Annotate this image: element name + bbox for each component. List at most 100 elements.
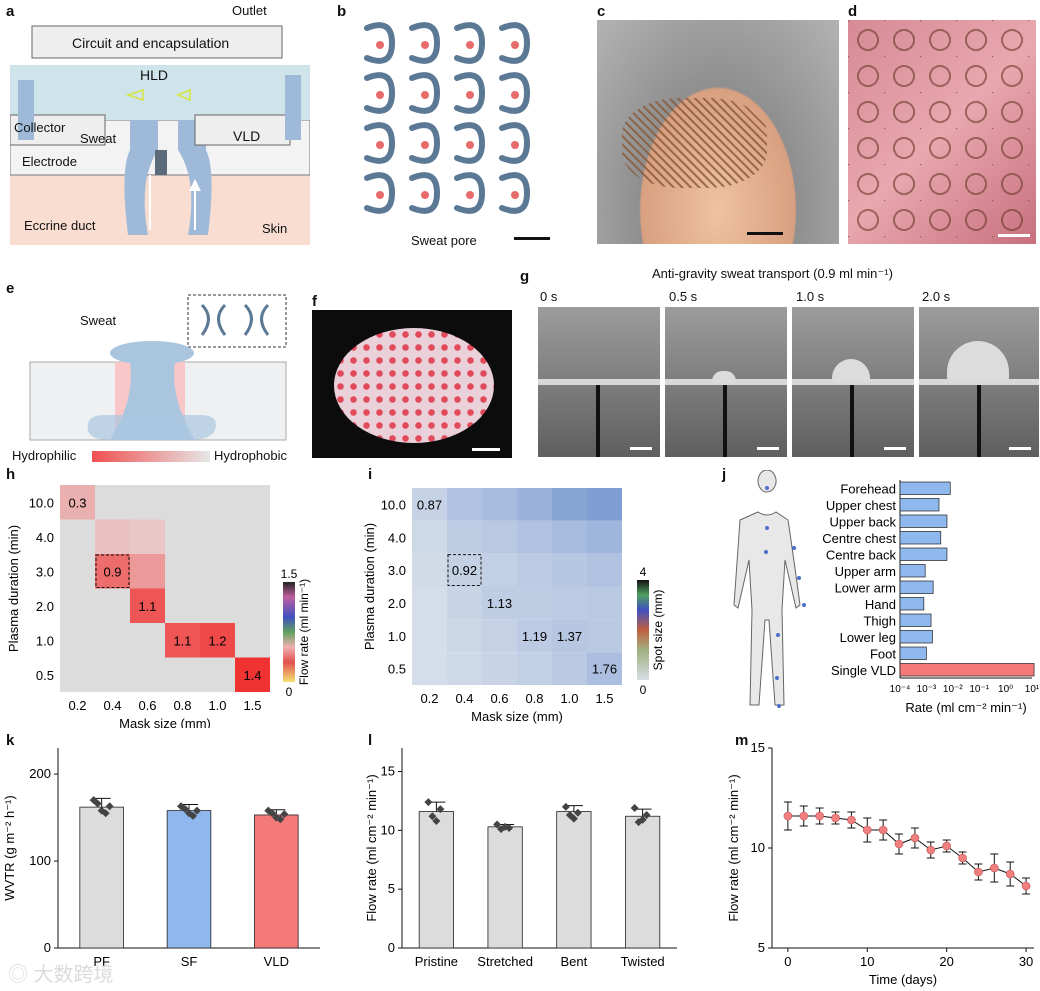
g-time-2: 1.0 s [796,289,825,304]
serpentine-traces [364,22,531,214]
chart-l-flow-rate-bars: 0 5 10 15 Pristine Stretched Bent Twisted Flow r… [364,748,677,969]
data-point [432,816,441,825]
x-tick-label: SF [181,954,198,969]
x-tick-label: 0.4 [455,691,473,706]
y-tick-label: 10 [381,822,395,837]
bar [899,498,940,512]
data-point [276,815,285,824]
panel-label-l: l [368,732,373,749]
data-point [894,839,904,849]
cell-label: 1.1 [138,599,156,614]
hld-layer [10,65,310,120]
heatmap-cell [482,586,517,620]
data-point [862,825,872,835]
y-tick-label: 0 [44,940,51,955]
data-point [958,853,967,863]
heatmap-cell [482,488,517,521]
heatmap-cell [447,553,482,587]
collector-channel [18,80,34,140]
heatmap-cell [130,519,165,554]
colorbar-min: 0 [286,685,293,699]
bar [418,811,454,949]
x-tick-label: Twisted [621,954,665,969]
x-tick-label: PF [93,954,110,969]
heatmap-cell [412,652,447,685]
y-tick-label: 1.0 [36,633,54,648]
data-point [264,806,273,815]
cell-label: 1.76 [592,662,617,677]
x-tick-label: 0.6 [490,691,508,706]
y-tick-label: 2.0 [36,599,54,614]
data-point [493,820,502,829]
bar [899,531,942,545]
cell-label: 1.4 [243,668,261,683]
heatmap-cell [517,619,552,653]
x-tick-label: 10⁻¹ [969,684,989,695]
category-label: Lower leg [840,630,896,645]
data-point [497,825,506,834]
droplet-medium [832,359,870,383]
data-point [93,799,102,808]
cell-label: 0.9 [103,564,121,579]
colorbar [283,582,295,682]
bar [899,580,934,594]
data-point [569,814,578,823]
heatmap-cell [587,652,622,685]
x-axis-label: Mask size (mm) [119,716,211,728]
wettability-schematic [29,294,287,441]
skin-layer [10,175,310,245]
bar [487,826,523,949]
data-point [505,824,514,832]
data-point [783,811,793,821]
cell-label: 1.2 [208,633,226,648]
panel-label-c: c [597,3,606,20]
chart-i-spot-size-heatmap: 0.87 0.92 1.13 1.19 1.37 1.76 0.2 0.4 0.6 0.8 1.0 1… [362,488,665,724]
y-axis-label: WVTR (g m⁻² h⁻¹) [2,795,17,900]
colorbar [637,580,649,680]
data-point [638,815,647,824]
circuit-block [31,25,283,59]
fingertip-photo [597,20,839,244]
data-point [185,809,193,818]
data-point [642,811,651,820]
heatmap-cell [412,586,447,620]
y-axis-label: Flow rate (ml cm⁻² min⁻¹) [364,774,379,921]
x-tick-label: 10⁻⁴ [890,684,911,695]
g-frame-2 [792,307,914,457]
x-axis-label: Mask size (mm) [471,709,563,724]
heatmap-cell [517,488,552,521]
x-tick-label: 10 [860,954,874,969]
data-point [436,805,445,814]
data-point [101,809,110,818]
heatmap-cell [447,652,482,685]
heatmap-cell [552,586,587,620]
cell-label: 1.13 [487,596,512,611]
body-site-dot [797,576,801,580]
colorbar-label: Spot size (mm) [651,590,665,671]
bar [899,613,932,627]
data-point [815,811,824,821]
data-point [878,825,888,835]
y-axis-label: Flow rate (ml cm⁻² min⁻¹) [726,774,741,921]
panel-label-g: g [520,268,530,285]
bar [899,564,926,578]
heatmap-cell [517,553,552,587]
panel-label-k: k [6,732,15,749]
y-tick-label: 1.0 [388,629,406,644]
heatmap-cell [447,520,482,554]
body-site-dot [775,676,779,680]
highlight-box [447,554,482,586]
cell-label: 1.19 [522,629,547,644]
y-tick-label: 3.0 [36,564,54,579]
x-tick-label: 10⁻³ [917,684,937,695]
heatmap-cell [552,619,587,653]
y-axis-label: Plasma duration (min) [362,523,377,650]
device-schematic [10,25,310,245]
body-site-dot [764,550,768,554]
bar [899,630,933,644]
category-label: Upper chest [826,498,896,513]
series-line [787,815,1027,887]
category-label: Single VLD [831,663,896,678]
sweat-label: Sweat [80,131,117,146]
x-tick-label: 10⁻² [943,684,963,695]
